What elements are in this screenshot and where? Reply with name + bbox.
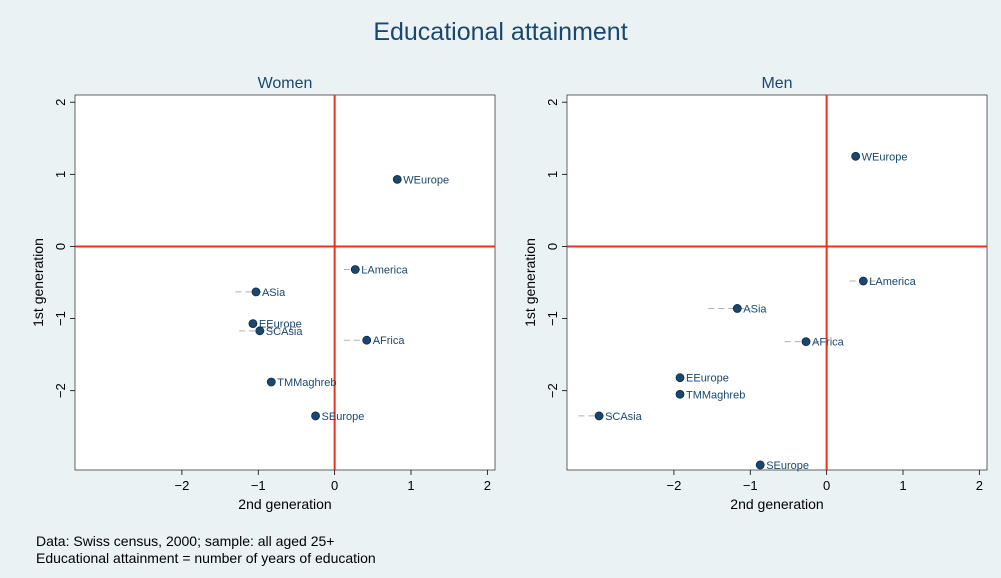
x-axis-title: 2nd generation [730,496,823,512]
data-point [251,287,261,297]
y-tick-label: 2 [545,99,560,106]
data-point [675,389,685,399]
x-tick-label: 2 [484,478,491,493]
main-title: Educational attainment [373,18,628,46]
data-point [851,151,861,161]
point-label: TMMaghreb [277,377,336,389]
data-point [858,276,868,286]
x-tick-label: −1 [251,478,266,493]
x-tick-label: −2 [174,478,189,493]
point-label: SCAsia [605,411,643,423]
x-tick-label: 1 [899,478,906,493]
data-point [755,460,765,470]
point-label: EEurope [259,319,302,331]
panel-title: Women [258,75,313,92]
point-label: SEurope [766,460,809,472]
panel-title: Men [761,75,792,92]
y-tick-label: −1 [53,311,68,326]
x-tick-label: −2 [666,478,681,493]
data-point [248,319,258,329]
y-tick-label: 1 [53,171,68,178]
point-label: WEurope [862,151,908,163]
y-axis-title: 1st generation [30,238,46,327]
point-label: ASia [743,303,767,315]
y-tick-label: 2 [53,99,68,106]
point-label: LAmerica [869,276,916,288]
data-point [594,411,604,421]
panel-women: Women −2 −1 0 1 2 −2 −1 0 1 2 2nd generation 1st gen… [30,75,496,512]
data-point [362,335,372,345]
data-point [311,411,320,421]
point-label: TMMaghreb [686,389,745,401]
definition-note: Educational attainment = number of years… [36,550,376,566]
y-tick-label: 0 [53,243,68,250]
data-point [732,304,742,313]
point-label: ASia [262,287,286,299]
point-label: EEurope [686,373,729,385]
panel-men: Men −2 −1 0 1 2 −2 −1 0 1 2 2nd generation 1st gener… [522,75,988,512]
data-source-note: Data: Swiss census, 2000; sample: all ag… [36,533,335,549]
y-tick-label: −1 [545,311,560,326]
point-label: AFrica [812,337,845,349]
x-tick-label: 2 [976,478,983,493]
data-point [255,326,265,336]
y-tick-label: −2 [53,383,68,398]
y-axis-title: 1st generation [522,238,538,327]
data-point [392,174,402,184]
x-tick-label: 1 [407,478,414,493]
x-tick-label: 0 [823,478,830,493]
data-point [801,337,811,347]
plot-area [74,94,496,471]
point-label: SEurope [322,411,365,423]
y-tick-label: 0 [545,243,560,250]
y-tick-label: 1 [545,171,560,178]
point-label: WEurope [403,174,449,186]
x-tick-label: −1 [743,478,758,493]
point-label: AFrica [373,335,406,347]
x-tick-label: 0 [331,478,338,493]
x-axis-title: 2nd generation [238,496,331,512]
data-point [350,265,360,274]
data-point [675,373,685,383]
plot-area [566,94,988,471]
data-point [266,377,276,387]
y-tick-label: −2 [545,383,560,398]
point-label: SCAsia [266,326,304,338]
point-label: LAmerica [361,265,408,277]
